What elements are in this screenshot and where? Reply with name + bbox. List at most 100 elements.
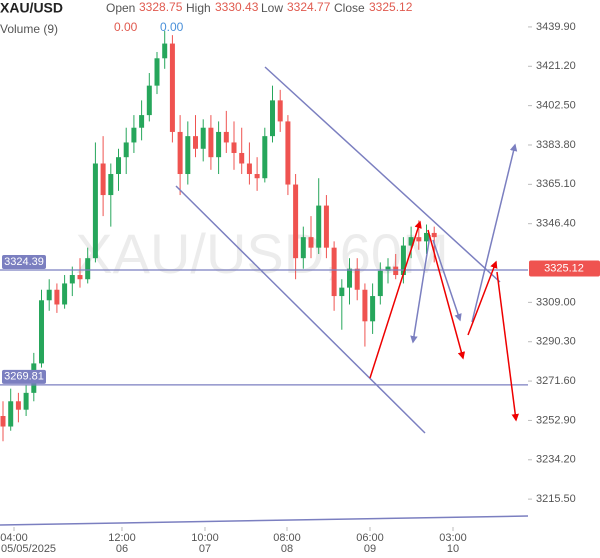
arrow [467, 260, 498, 336]
candle-body [300, 237, 306, 259]
x-tick-label: 10:00 [191, 532, 219, 544]
candle-body [146, 85, 152, 116]
candle-body [139, 115, 145, 128]
candle-body [377, 270, 383, 297]
candle-body [185, 136, 191, 175]
x-tick-date: 05/05/2025 [1, 543, 56, 555]
x-tick-label: 06:00 [356, 532, 384, 544]
plot-area: XAU/USD,60M 3324.39 3269.81 [0, 30, 528, 442]
x-tick-label: 12:00 [108, 532, 136, 544]
candle-body [362, 289, 368, 322]
last-price-label: 3325.12 [544, 262, 584, 274]
price-tag-label: 3269.81 [4, 371, 44, 383]
candle-body [339, 287, 345, 297]
value: 0.00 [160, 20, 184, 34]
label: Close [334, 1, 365, 15]
x-tick-date: 10 [447, 543, 459, 555]
arrow [471, 143, 518, 323]
axis-background [528, 0, 600, 558]
y-tick-label: 3215.50 [536, 493, 576, 505]
candle-body [0, 416, 6, 427]
x-tick-label: 04:00 [0, 532, 28, 544]
y-tick-label: 3439.90 [536, 21, 576, 33]
label: High [186, 1, 211, 15]
price-tag [2, 254, 46, 269]
x-tick-date: 07 [199, 543, 211, 555]
candle-body [239, 152, 245, 164]
candle-body [262, 136, 268, 179]
candle-body [193, 136, 199, 149]
candle-body [208, 127, 214, 158]
value: 3324.77 [287, 0, 331, 14]
candle-body [62, 283, 68, 305]
channel-line [264, 66, 501, 283]
x-tick-date: 09 [364, 543, 376, 555]
candle-body [223, 131, 229, 143]
y-tick-label: 3346.40 [536, 218, 576, 230]
arrow [369, 220, 422, 379]
x-tick-date: 06 [116, 543, 128, 555]
y-tick-label: 3271.60 [536, 375, 576, 387]
y-tick-label: 3290.30 [536, 336, 576, 348]
label: Volume (9) [0, 22, 58, 36]
candle-body [85, 258, 91, 280]
label: Open [106, 1, 135, 15]
candle-body [431, 232, 437, 238]
y-tick-label: 3234.20 [536, 454, 576, 466]
candle-body [162, 43, 168, 59]
candle-body [23, 392, 29, 410]
candle-body [393, 266, 399, 276]
value: 3330.43 [215, 0, 259, 14]
candle-body [277, 100, 283, 122]
candle-body [100, 163, 106, 196]
candle-body [370, 296, 376, 322]
candle-body [400, 245, 406, 276]
value: 3328.75 [139, 0, 183, 14]
candle-body [39, 300, 45, 364]
watermark: XAU/USD,60M [75, 222, 448, 285]
x-tick-label: 03:00 [439, 532, 467, 544]
candle-body [123, 142, 129, 158]
arrow [410, 234, 431, 344]
y-tick-label: 3383.80 [536, 139, 576, 151]
arrow [427, 229, 466, 360]
candle-body [285, 121, 291, 185]
candle-body [246, 163, 252, 175]
candle-body [308, 237, 314, 248]
candle-body [316, 205, 322, 248]
x-tick-date: 08 [281, 543, 293, 555]
trend-line [0, 515, 529, 526]
y-tick-label: 3252.90 [536, 414, 576, 426]
candle-body [200, 127, 206, 149]
candle-body [416, 237, 422, 242]
candle-body [231, 142, 237, 153]
arrow [432, 239, 462, 322]
candle-body [108, 174, 114, 196]
candle-body [293, 184, 299, 259]
candle-body [54, 289, 60, 305]
channel-line [175, 185, 426, 434]
candle-body [8, 401, 14, 427]
axis-background [0, 527, 528, 558]
y-tick-label: 3309.00 [536, 296, 576, 308]
candle-body [216, 131, 222, 158]
value: 0.00 [114, 20, 138, 34]
candle-body [69, 275, 75, 284]
symbol: XAU/USD [0, 0, 63, 16]
y-tick-label: 3365.10 [536, 178, 576, 190]
candle-body [46, 289, 52, 301]
label: Low [261, 1, 283, 15]
candle-body [154, 58, 160, 86]
candle-body [15, 401, 21, 410]
last-price-tag [529, 260, 600, 277]
candle-body [254, 174, 260, 179]
candle-body [131, 127, 137, 143]
x-tick-label: 08:00 [273, 532, 301, 544]
candle-body [347, 268, 353, 288]
candle-body [77, 275, 83, 280]
price-tag [2, 369, 46, 384]
candle-body [323, 205, 329, 248]
price-tag-label: 3324.39 [4, 256, 44, 268]
candle-body [177, 131, 183, 175]
